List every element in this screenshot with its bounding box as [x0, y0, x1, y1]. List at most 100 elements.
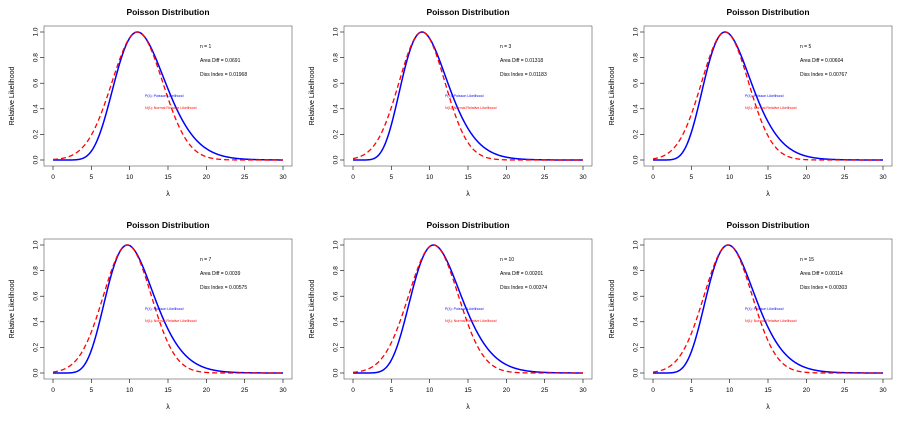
chart-title: Poisson Distribution — [426, 7, 509, 17]
y-tick-label: 0.0 — [333, 155, 340, 164]
x-tick-label: 10 — [726, 387, 734, 394]
x-tick-label: 10 — [426, 387, 434, 394]
chart-panel: Poisson Distribution 0 5 10 15 20 25 30 0.0 0.2 0.… — [300, 213, 600, 421]
x-tick-label: 15 — [464, 174, 472, 181]
y-tick-label: 0.4 — [333, 317, 340, 326]
stat-n-label: n = 7 — [200, 257, 211, 263]
chart-panel: Poisson Distribution 0 5 10 15 20 25 30 0.0 0.2 0.… — [0, 0, 300, 208]
x-tick-label: 15 — [764, 387, 772, 394]
x-tick-label: 15 — [164, 174, 172, 181]
x-tick-label: 30 — [279, 387, 287, 394]
x-tick-label: 20 — [203, 387, 211, 394]
x-axis-label: λ — [766, 404, 770, 411]
y-tick-label: 1.0 — [333, 240, 340, 249]
y-tick-label: 0.6 — [33, 78, 40, 87]
y-tick-label: 0.6 — [633, 78, 640, 87]
x-axis-label: λ — [766, 191, 770, 198]
y-tick-label: 0.8 — [33, 53, 40, 62]
y-tick-label: 0.6 — [333, 78, 340, 87]
y-tick-label: 0.2 — [33, 343, 40, 352]
poisson-curve — [353, 244, 583, 374]
poisson-curve — [53, 31, 284, 161]
x-tick-label: 15 — [764, 174, 772, 181]
y-tick-label: 0.4 — [633, 317, 640, 326]
x-tick-label: 5 — [390, 174, 394, 181]
x-tick-label: 25 — [541, 174, 549, 181]
chart-title: Poisson Distribution — [726, 220, 809, 230]
stat-area-label: Area Diff = 0.00114 — [800, 271, 843, 277]
chart-svg: Poisson Distribution 0 5 10 15 20 25 30 0.0 0.2 0.… — [309, 220, 593, 411]
y-tick-label: 0.8 — [33, 266, 40, 275]
chart-svg: Poisson Distribution 0 5 10 15 20 25 30 0.0 0.2 0.… — [309, 7, 593, 198]
chart-panel: Poisson Distribution 0 5 10 15 20 25 30 0.0 0.2 0.… — [300, 0, 600, 208]
x-tick-label: 10 — [126, 387, 134, 394]
stat-area-label: Area Diff = 0.00604 — [800, 58, 843, 64]
normal-curve — [52, 244, 283, 374]
y-tick-label: 0.4 — [633, 104, 640, 113]
legend-entry: P(λ): Poisson Likelihood — [445, 307, 484, 311]
chart-title: Poisson Distribution — [426, 220, 509, 230]
legend-entry: P(λ): Poisson Likelihood — [445, 94, 484, 98]
y-axis-label: Relative Likelihood — [309, 280, 316, 339]
stat-n-label: n = 1 — [200, 44, 211, 50]
y-tick-label: 1.0 — [33, 27, 40, 36]
y-axis-label: Relative Likelihood — [9, 280, 16, 339]
x-tick-label: 20 — [803, 174, 811, 181]
x-tick-label: 20 — [203, 174, 211, 181]
x-tick-label: 5 — [690, 174, 694, 181]
y-tick-label: 1.0 — [33, 240, 40, 249]
normal-curve — [52, 31, 283, 161]
y-tick-label: 0.0 — [333, 368, 340, 377]
x-tick-label: 20 — [803, 387, 811, 394]
x-tick-label: 30 — [279, 174, 287, 181]
y-tick-label: 1.0 — [633, 240, 640, 249]
y-axis-label: Relative Likelihood — [609, 67, 616, 126]
y-tick-label: 0.0 — [633, 155, 640, 164]
chart-svg: Poisson Distribution 0 5 10 15 20 25 30 0.0 0.2 0.… — [609, 7, 893, 198]
x-tick-label: 25 — [241, 387, 249, 394]
stat-n-label: n = 15 — [800, 257, 814, 263]
stat-area-label: Area Diff = 0.0691 — [200, 58, 241, 64]
x-tick-label: 25 — [841, 174, 849, 181]
x-axis-label: λ — [466, 404, 470, 411]
normal-curve — [352, 244, 583, 374]
x-tick-label: 5 — [90, 174, 94, 181]
legend-entry: N(λ): Normal Relative Likelihood — [145, 106, 197, 110]
stat-diss-label: Diss Index = 0.01183 — [500, 72, 547, 78]
x-tick-label: 25 — [841, 387, 849, 394]
y-tick-label: 0.2 — [333, 130, 340, 139]
y-tick-label: 0.8 — [333, 53, 340, 62]
y-tick-label: 0.2 — [633, 130, 640, 139]
stat-area-label: Area Diff = 0.01318 — [500, 58, 543, 64]
y-tick-label: 0.8 — [633, 266, 640, 275]
legend-entry: P(λ): Poisson Likelihood — [745, 94, 784, 98]
stat-diss-label: Diss Index = 0.00575 — [200, 285, 247, 291]
x-tick-label: 5 — [390, 387, 394, 394]
stat-diss-label: Diss Index = 0.01968 — [200, 72, 247, 78]
chart-panel: Poisson Distribution 0 5 10 15 20 25 30 0.0 0.2 0.… — [600, 0, 900, 208]
x-axis-label: λ — [166, 404, 170, 411]
x-tick-label: 30 — [879, 174, 887, 181]
legend-entry: P(λ): Poisson Likelihood — [745, 307, 784, 311]
stat-n-label: n = 10 — [500, 257, 514, 263]
x-tick-label: 0 — [351, 387, 355, 394]
y-tick-label: 0.8 — [333, 266, 340, 275]
chart-title: Poisson Distribution — [126, 7, 209, 17]
legend-entry: P(λ): Poisson Likelihood — [145, 94, 184, 98]
normal-curve — [352, 31, 583, 161]
stat-n-label: n = 5 — [800, 44, 811, 50]
x-tick-label: 15 — [164, 387, 172, 394]
normal-curve — [652, 31, 883, 161]
y-tick-label: 0.4 — [33, 104, 40, 113]
x-tick-label: 20 — [503, 387, 511, 394]
chart-title: Poisson Distribution — [726, 7, 809, 17]
x-axis-label: λ — [166, 191, 170, 198]
y-tick-label: 0.2 — [333, 343, 340, 352]
y-tick-label: 0.8 — [633, 53, 640, 62]
chart-panel: Poisson Distribution 0 5 10 15 20 25 30 0.0 0.2 0.… — [0, 213, 300, 421]
x-tick-label: 10 — [426, 174, 434, 181]
y-tick-label: 0.6 — [333, 291, 340, 300]
y-tick-label: 0.6 — [33, 291, 40, 300]
y-tick-label: 0.6 — [633, 291, 640, 300]
normal-curve — [652, 244, 883, 374]
